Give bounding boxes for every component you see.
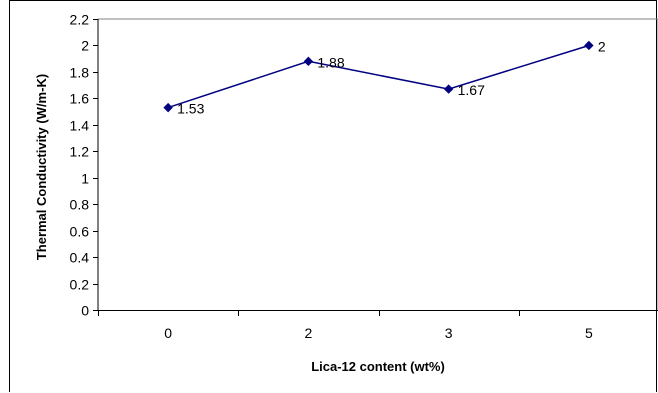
data-point-marker [303,56,314,67]
y-tick-label: 1.4 [70,118,90,134]
y-tick-label: 0 [81,303,89,319]
data-point-marker [163,102,173,113]
y-tick-label: 1.6 [70,91,90,107]
plot-area [98,18,658,310]
y-tick-label: 0.4 [70,250,90,266]
data-label: 1.67 [458,82,485,98]
series: 1.53 1.88 1.67 2 [163,38,606,117]
x-tick-label: 2 [304,325,312,341]
y-tick-label: 0.2 [70,277,90,293]
x-tick-label: 0 [164,325,172,341]
data-label: 1.53 [177,101,204,117]
x-axis-title: Lica-12 content (wt%) [311,359,445,374]
y-tick-label: 1.8 [70,65,90,81]
y-tick-label: 1.2 [70,144,90,160]
y-tick-label: 0.8 [70,197,90,213]
series-line [167,44,590,109]
y-axis: 0 0.2 0.4 0.6 0.8 1 1.2 1.4 1.6 1.8 2 2.2 [70,12,99,319]
data-label: 2 [598,38,606,54]
x-axis: 0 2 3 5 [98,310,658,341]
y-tick-label: 1 [81,171,89,187]
y-tick-label: 2 [81,38,89,54]
y-tick-label: 2.2 [70,12,90,28]
data-point-marker [443,84,454,94]
x-tick-label: 3 [445,325,453,341]
y-axis-title: Thermal Conductivity (W/m-K) [34,74,49,260]
data-label: 1.88 [317,54,344,70]
y-tick-label: 0.6 [70,224,90,240]
chart-frame [9,0,657,392]
x-tick-label: 5 [585,325,593,341]
data-point-marker [584,40,594,51]
